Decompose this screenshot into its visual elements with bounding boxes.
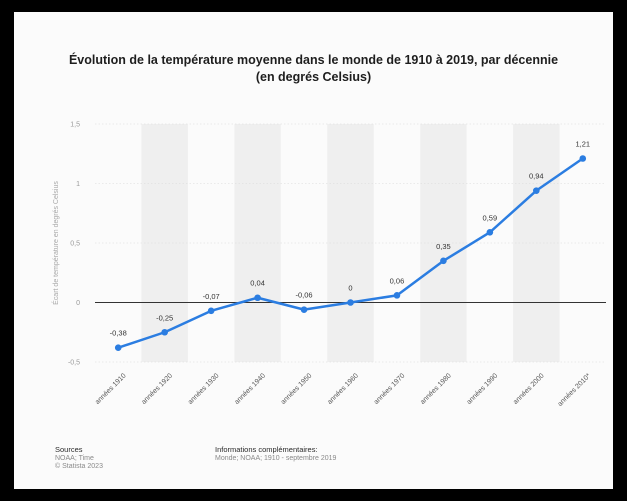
chart-subtitle: (en degrés Celsius) xyxy=(255,70,372,84)
info-line-1: Monde; NOAA; 1910 - septembre 2019 xyxy=(215,454,337,462)
data-point xyxy=(347,299,354,306)
x-tick-label: années 2010* xyxy=(557,372,593,408)
data-point xyxy=(393,292,401,299)
x-tick-label: années 1920 xyxy=(141,372,175,406)
data-label: 0,59 xyxy=(483,213,498,222)
info-block: Informations complémentaires: Monde; NOA… xyxy=(215,445,337,463)
data-point xyxy=(207,307,215,315)
x-tick-label: années 2000 xyxy=(512,372,546,406)
x-tick-label: années 1960 xyxy=(326,372,360,406)
data-point xyxy=(254,294,261,302)
x-tick-label: années 1990 xyxy=(466,372,500,406)
info-title: Informations complémentaires: xyxy=(215,445,318,454)
data-point xyxy=(300,306,308,313)
chart-title: Évolution de la température moyenne dans… xyxy=(68,53,559,67)
data-point xyxy=(440,257,447,265)
data-point xyxy=(161,328,168,336)
y-axis-label: Écart de température en degrés Celsius xyxy=(51,181,60,305)
chart-title-block: Évolution de la température moyenne dans… xyxy=(0,52,627,86)
data-point xyxy=(579,155,587,162)
sources-line-2: © Statista 2023 xyxy=(55,463,103,470)
y-tick-label: 0 xyxy=(76,300,80,307)
sources-block: Sources NOAA; Time © Statista 2023 xyxy=(55,445,103,472)
data-point xyxy=(114,344,122,352)
x-tick-label: années 1980 xyxy=(419,372,453,406)
data-label: 1,21 xyxy=(575,140,590,149)
y-tick-label: 1 xyxy=(76,181,80,188)
data-label: -0,07 xyxy=(203,292,220,301)
x-tick-label: années 1930 xyxy=(187,372,221,406)
x-tick-label: années 1940 xyxy=(233,372,267,406)
data-label: 0,04 xyxy=(250,279,265,288)
data-label: -0,06 xyxy=(295,291,312,300)
data-label: -0,38 xyxy=(110,329,127,338)
y-tick-label: -0,5 xyxy=(68,360,80,367)
data-label: 0,35 xyxy=(436,242,451,251)
y-tick-label: 1,5 xyxy=(70,122,80,129)
sources-line-1: NOAA; Time xyxy=(55,454,94,462)
x-tick-label: années 1950 xyxy=(280,372,314,406)
x-tick-label: années 1910 xyxy=(94,372,128,406)
sources-title: Sources xyxy=(55,445,83,454)
data-label: 0 xyxy=(348,284,352,293)
data-point xyxy=(533,187,540,194)
y-tick-label: 0,5 xyxy=(70,241,80,248)
data-label: 0,06 xyxy=(390,276,405,285)
data-label: -0,25 xyxy=(156,313,173,322)
x-tick-label: années 1970 xyxy=(373,372,407,406)
data-point xyxy=(486,228,494,236)
data-label: 0,94 xyxy=(529,172,544,181)
